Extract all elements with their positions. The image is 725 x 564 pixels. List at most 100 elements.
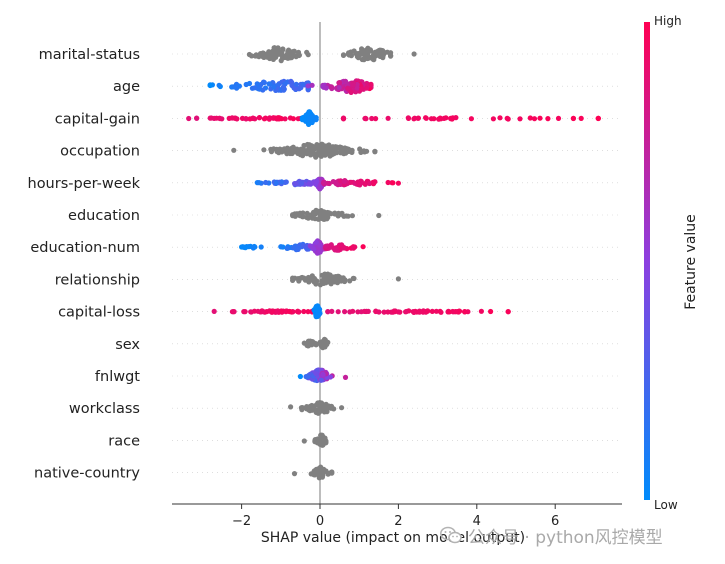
shap-dot bbox=[304, 49, 310, 56]
shap-dot bbox=[304, 210, 310, 216]
shap-dot bbox=[335, 309, 341, 315]
shap-dot bbox=[321, 179, 327, 185]
shap-dot bbox=[329, 308, 335, 314]
shap-dot bbox=[342, 309, 348, 315]
shap-dot bbox=[341, 151, 347, 157]
shap-dot bbox=[276, 51, 282, 57]
shap-dot bbox=[545, 116, 551, 122]
shap-dot bbox=[348, 89, 354, 95]
shap-dot bbox=[320, 371, 326, 377]
shap-dot bbox=[433, 308, 439, 314]
shap-dot bbox=[293, 81, 299, 87]
shap-dot bbox=[273, 180, 279, 186]
shap-dot bbox=[490, 116, 496, 122]
shap-dot bbox=[328, 211, 334, 217]
shap-dot bbox=[251, 308, 258, 314]
shap-dot bbox=[366, 180, 373, 187]
shap-dot bbox=[345, 85, 351, 91]
shap-dot bbox=[395, 180, 401, 186]
shap-dot bbox=[317, 242, 323, 248]
shap-dot bbox=[284, 245, 290, 251]
colorbar-low-label: Low bbox=[654, 498, 678, 512]
shap-dot bbox=[462, 309, 468, 315]
shap-dot bbox=[478, 308, 484, 314]
shap-dot bbox=[261, 147, 267, 153]
shap-dot bbox=[311, 145, 317, 151]
shap-dot bbox=[354, 85, 360, 91]
shap-dot bbox=[324, 279, 330, 285]
shap-dot bbox=[275, 45, 281, 51]
shap-dot bbox=[385, 179, 391, 186]
shap-dot bbox=[321, 211, 327, 217]
shap-dot bbox=[279, 179, 285, 185]
shap-dot bbox=[315, 401, 321, 407]
shap-dot bbox=[348, 49, 354, 55]
shap-dot bbox=[306, 181, 312, 187]
shap-dot bbox=[411, 51, 417, 57]
x-axis-ticks: −2 0 2 4 6 bbox=[232, 504, 559, 529]
shap-dot bbox=[309, 114, 315, 120]
shap-dot bbox=[325, 271, 331, 277]
shap-dot bbox=[249, 53, 255, 59]
shap-dot bbox=[385, 115, 391, 121]
shap-dot bbox=[286, 53, 292, 59]
shap-dot bbox=[261, 54, 267, 61]
feature-label: education bbox=[68, 208, 140, 224]
shap-dot bbox=[390, 180, 396, 186]
shap-dot bbox=[256, 180, 262, 186]
shap-dot bbox=[216, 82, 222, 88]
shap-dot bbox=[595, 115, 601, 122]
shap-dot bbox=[274, 116, 280, 122]
shap-dot bbox=[330, 274, 336, 280]
shap-dot bbox=[300, 81, 306, 87]
shap-dot bbox=[288, 404, 294, 410]
shap-dot bbox=[446, 309, 452, 315]
shap-dot bbox=[392, 309, 398, 315]
shap-dot bbox=[349, 213, 355, 219]
shap-dot bbox=[342, 78, 349, 85]
shap-dot bbox=[213, 115, 220, 121]
shap-dot bbox=[316, 249, 322, 255]
shap-dot bbox=[323, 404, 329, 410]
shap-dot bbox=[325, 214, 331, 220]
shap-dot bbox=[186, 115, 192, 122]
shap-dot bbox=[354, 54, 360, 60]
shap-dot bbox=[301, 308, 307, 315]
shap-dot bbox=[290, 275, 296, 281]
shap-dot bbox=[328, 403, 335, 409]
shap-dot bbox=[296, 52, 302, 58]
shap-dot bbox=[305, 147, 311, 153]
feature-grid-lines bbox=[172, 53, 622, 473]
shap-dot bbox=[517, 116, 523, 122]
shap-dot bbox=[319, 442, 325, 448]
shap-dot bbox=[531, 116, 538, 122]
shap-dot bbox=[304, 141, 311, 148]
shap-dot bbox=[232, 84, 238, 90]
shap-dot bbox=[358, 86, 365, 92]
shap-dot bbox=[537, 115, 543, 121]
shap-dot bbox=[318, 377, 324, 383]
shap-dot bbox=[468, 116, 474, 122]
shap-dot bbox=[449, 116, 455, 122]
shap-dot bbox=[416, 309, 423, 315]
shap-dot bbox=[211, 308, 217, 314]
shap-dot bbox=[341, 178, 347, 185]
shap-dot bbox=[295, 116, 301, 122]
shap-dot bbox=[370, 181, 376, 187]
shap-dot bbox=[372, 148, 378, 154]
shap-dot bbox=[365, 45, 371, 51]
shap-dot bbox=[305, 83, 311, 89]
colorbar-title: Feature value bbox=[683, 214, 699, 310]
shap-dot bbox=[352, 244, 358, 250]
shap-dot bbox=[555, 115, 562, 121]
shap-dot bbox=[281, 87, 287, 93]
shap-dot bbox=[257, 86, 263, 92]
shap-dot bbox=[441, 115, 447, 121]
x-tick-label: 0 bbox=[316, 514, 324, 529]
shap-dot bbox=[313, 178, 320, 184]
shap-dot bbox=[497, 115, 503, 121]
shap-dot bbox=[293, 181, 299, 187]
shap-dot bbox=[336, 80, 343, 86]
shap-dot bbox=[360, 244, 366, 250]
feature-label: workclass bbox=[69, 401, 140, 417]
